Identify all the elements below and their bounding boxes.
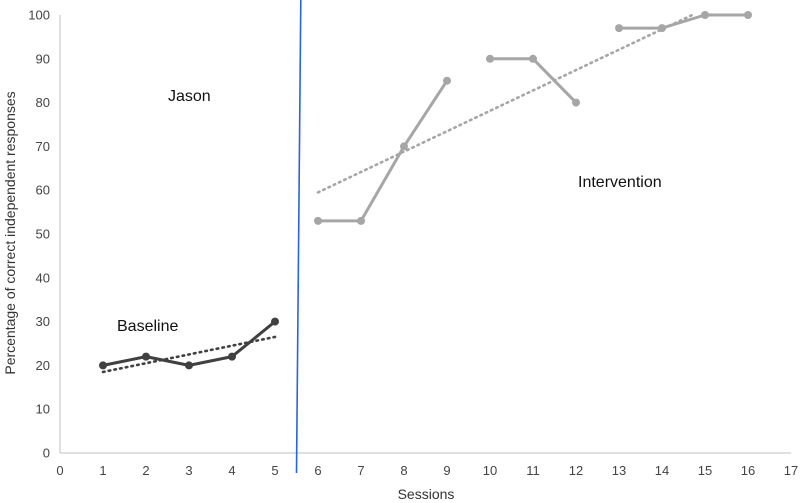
data-point: [486, 54, 494, 63]
data-point: [99, 361, 107, 370]
data-point: [228, 352, 236, 361]
x-tick-label: 7: [357, 463, 364, 478]
y-tick-label: 30: [36, 314, 50, 329]
y-tick-label: 40: [36, 270, 50, 285]
data-point: [615, 24, 623, 33]
x-tick-label: 13: [612, 463, 626, 478]
y-tick-label: 60: [36, 183, 50, 198]
x-tick-label: 17: [784, 463, 798, 478]
x-tick-label: 4: [228, 463, 235, 478]
participant-label: Jason: [168, 88, 211, 105]
x-tick-label: 6: [314, 463, 321, 478]
x-axis-title: Sessions: [398, 486, 455, 502]
series-group: [99, 11, 752, 370]
x-tick-label: 2: [142, 463, 149, 478]
y-tick-label: 90: [36, 51, 50, 66]
data-point: [400, 142, 408, 151]
phase-change-line: [295, 0, 302, 474]
data-point: [701, 11, 709, 19]
x-tick-label: 0: [56, 463, 63, 478]
labels: Jason Baseline Intervention Sessions Per…: [2, 88, 662, 502]
data-point: [314, 216, 322, 225]
trendline: [101, 335, 277, 374]
trendlines: [101, 13, 694, 374]
x-tick-label: 3: [185, 463, 192, 478]
y-tick-label: 80: [36, 95, 50, 110]
x-tick-label: 9: [443, 463, 450, 478]
y-tick-label: 10: [36, 402, 50, 417]
y-axis-title: Percentage of correct independent respon…: [2, 91, 18, 374]
intervention-label: Intervention: [578, 174, 662, 191]
data-point: [572, 98, 580, 107]
x-tick-label: 16: [741, 463, 755, 478]
y-tick-label: 50: [36, 227, 50, 242]
data-point: [185, 361, 193, 370]
data-point: [142, 352, 150, 361]
data-point: [529, 54, 537, 63]
x-tick-label: 10: [483, 463, 497, 478]
y-tick-label: 70: [36, 139, 50, 154]
series-line: [619, 13, 748, 30]
x-tick-label: 15: [698, 463, 712, 478]
trendline: [316, 13, 694, 194]
data-point: [658, 24, 666, 33]
x-tick-label: 8: [400, 463, 407, 478]
x-tick-label: 12: [569, 463, 583, 478]
data-point: [357, 216, 365, 225]
x-tick-label: 1: [99, 463, 106, 478]
data-point: [271, 317, 279, 326]
series-line: [490, 57, 578, 104]
y-tick-label: 0: [43, 446, 50, 461]
y-tick-label: 20: [36, 358, 50, 373]
series-line: [318, 79, 449, 223]
x-tick-label: 5: [271, 463, 278, 478]
baseline-label: Baseline: [117, 318, 178, 335]
data-point: [443, 76, 451, 85]
x-tick-label: 14: [655, 463, 669, 478]
y-tick-label: 100: [28, 8, 50, 23]
x-tick-label: 11: [526, 463, 540, 478]
phase-change-line-mark: [295, 0, 302, 474]
data-point: [744, 11, 752, 19]
